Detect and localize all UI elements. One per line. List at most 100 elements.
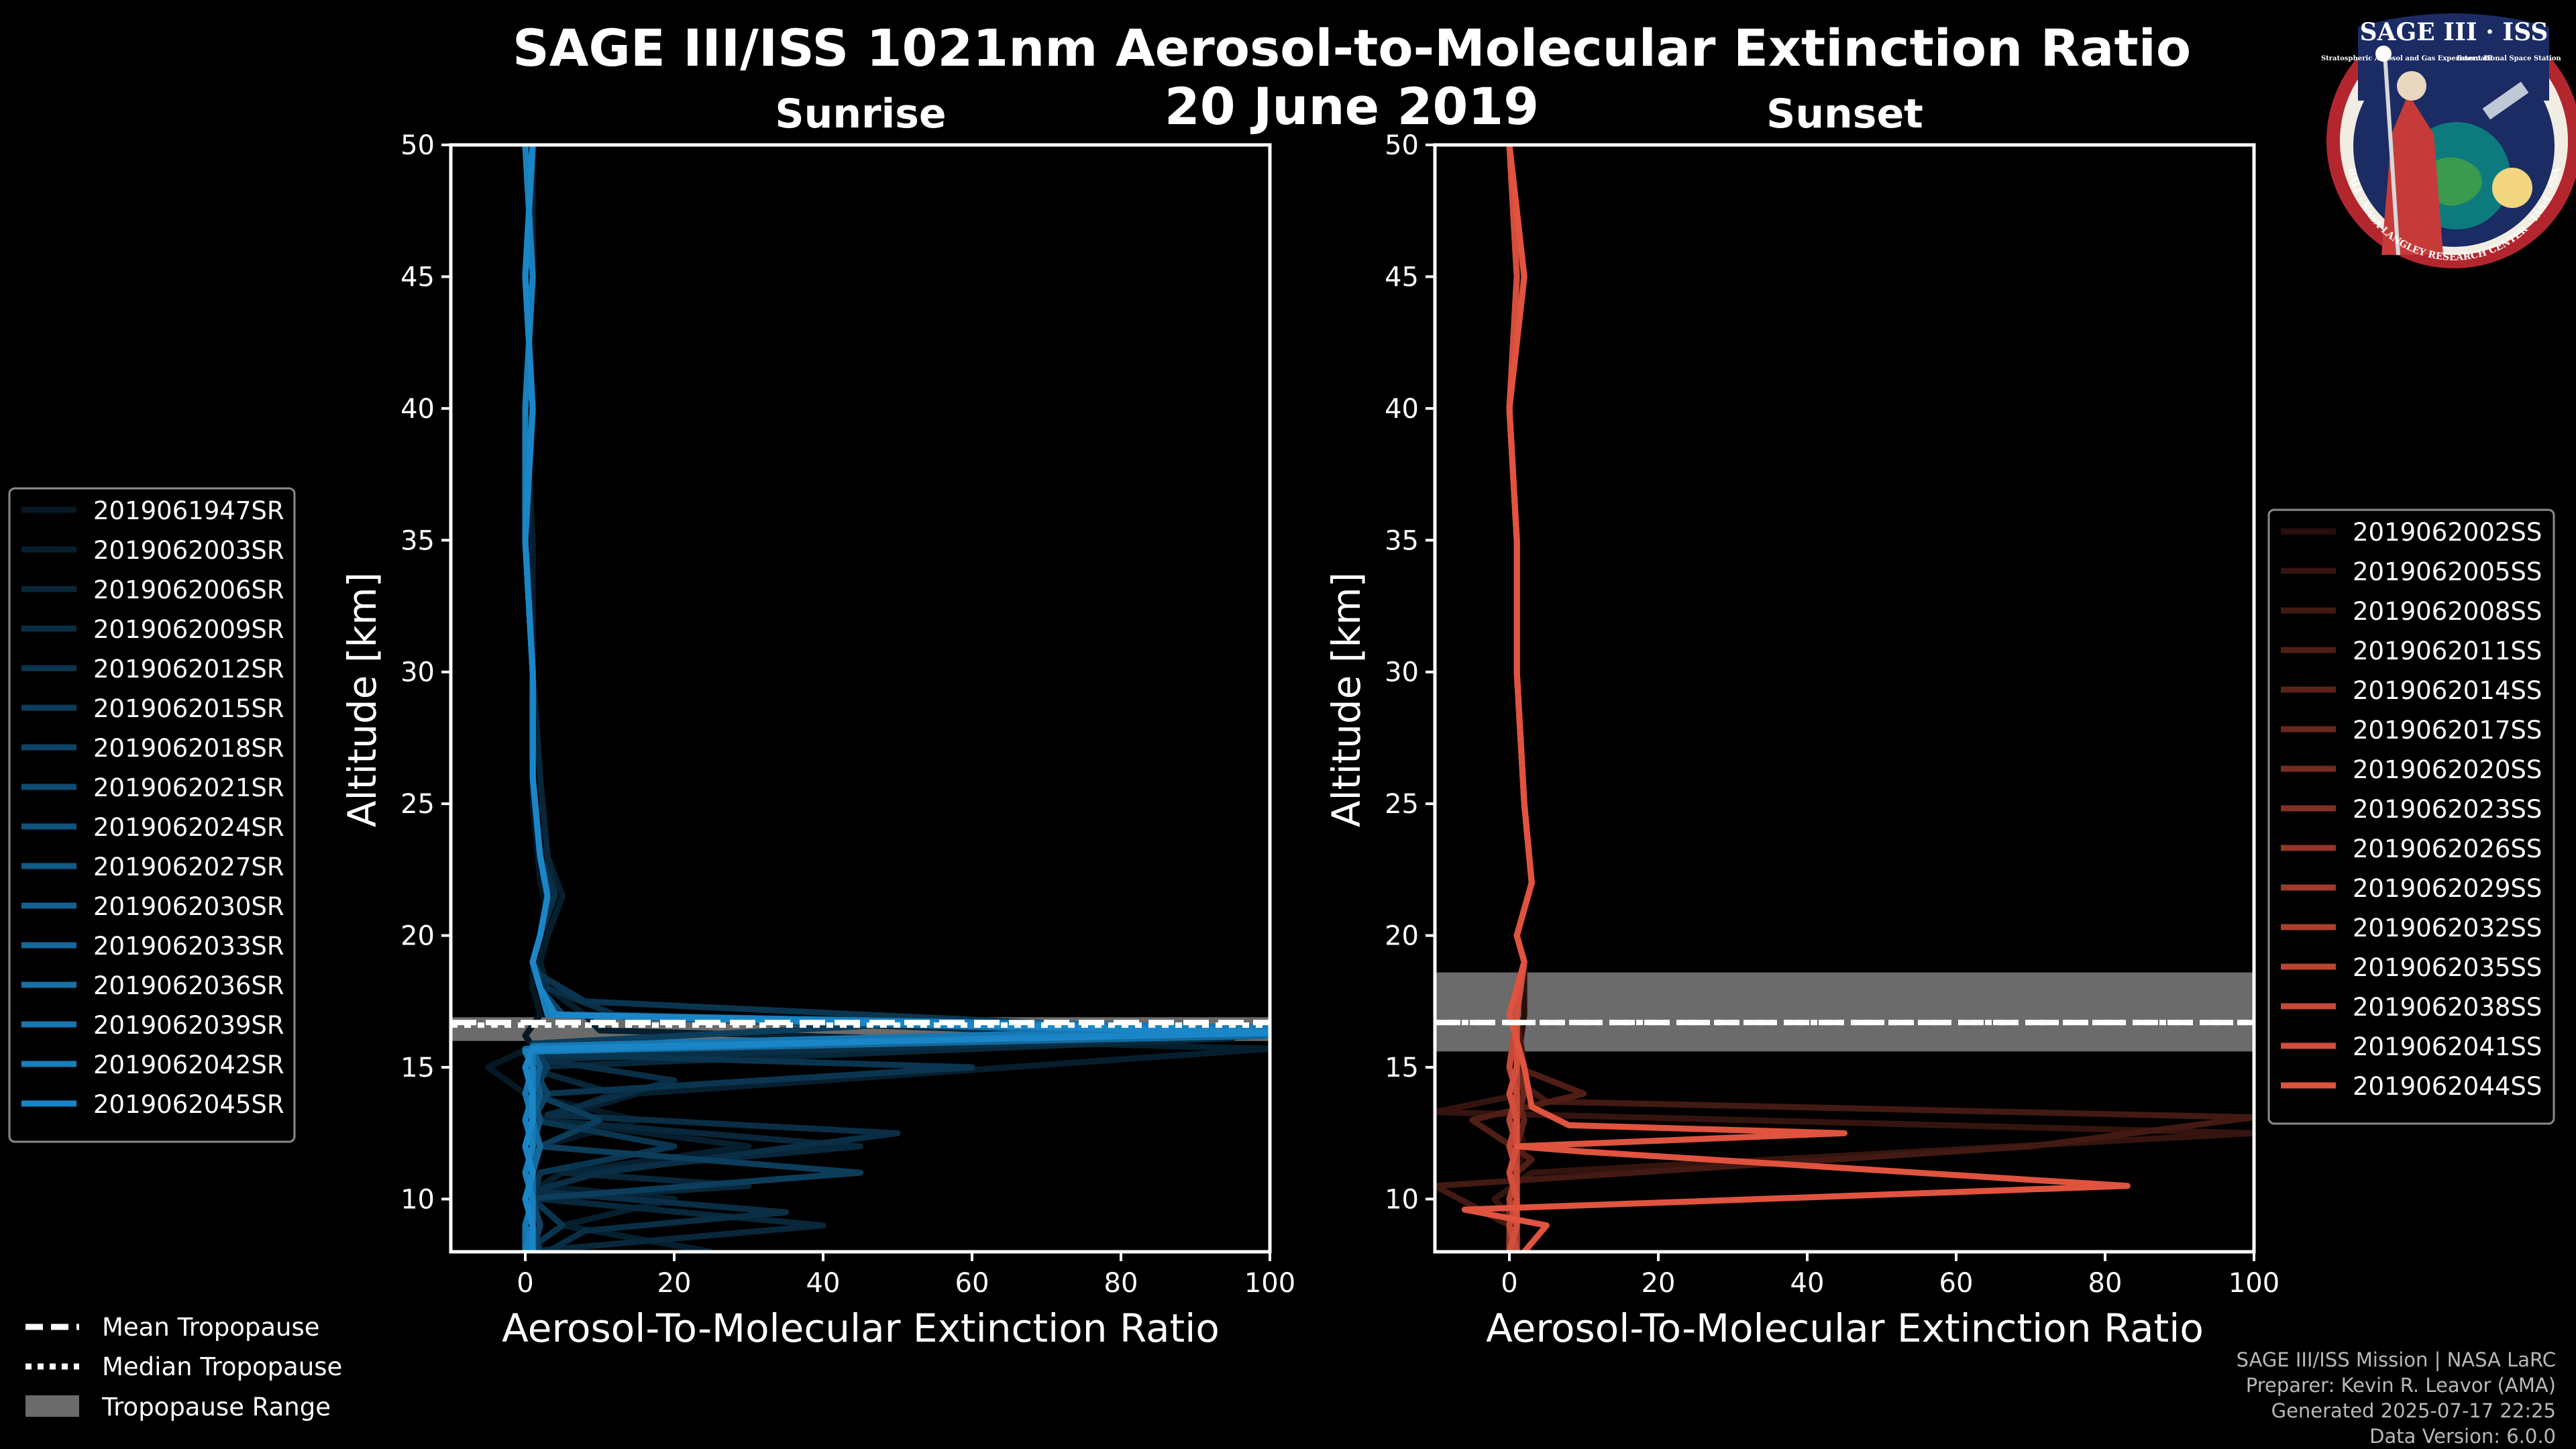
- sunset-y-tick-label: 40: [1385, 394, 1419, 425]
- sunrise-series-group: [485, 145, 1270, 1252]
- sunset-x-axis-label: Aerosol-To-Molecular Extinction Ratio: [1486, 1305, 2204, 1351]
- logo-top-left-text: Stratospheric Aerosol and Gas Experiment…: [2321, 55, 2493, 62]
- sunset-legend-label: 2019062023SS: [2353, 795, 2542, 824]
- sunset-y-tick-label: 45: [1385, 262, 1419, 292]
- median-tropopause-legend-label: Median Tropopause: [102, 1352, 342, 1381]
- sunset-y-ticks: 10 15 20 25 30 35 40 45 50: [1385, 130, 1435, 1215]
- sunrise-y-ticks: 10 15 20 25 30 35 40 45 50: [400, 130, 451, 1215]
- sunrise-legend-label: 2019062012SR: [93, 655, 284, 684]
- sunrise-legend-label: 2019062006SR: [93, 576, 284, 604]
- sunset-legend-label: 2019062002SS: [2353, 518, 2542, 547]
- sunrise-y-tick-label: 15: [400, 1053, 435, 1083]
- sunrise-x-tick-label: 40: [806, 1268, 841, 1299]
- sunset-x-tick-label: 60: [1939, 1268, 1974, 1299]
- sunrise-x-ticks: 0 20 40 60 80 100: [517, 1252, 1295, 1299]
- logo-wizard-head-icon: [2397, 71, 2426, 101]
- sunset-legend-label: 2019062035SS: [2353, 953, 2542, 982]
- sunset-x-tick-label: 40: [1790, 1268, 1825, 1299]
- sunrise-tropopause-lines: [451, 1020, 1270, 1028]
- sunrise-axes-frame: [449, 143, 1272, 1254]
- sunset-legend-label: 2019062020SS: [2353, 755, 2542, 784]
- logo-staff-orb-icon: [2375, 46, 2392, 62]
- logo-top-right-text: International Space Station: [2457, 55, 2561, 62]
- sunrise-x-tick-label: 60: [955, 1268, 989, 1299]
- sunset-x-tick-label: 100: [2229, 1268, 2279, 1299]
- sunset-y-tick-label: 20: [1385, 921, 1419, 952]
- sunset-legend-label: 2019062017SS: [2353, 716, 2542, 745]
- sunset-x-ticks: 0 20 40 60 80 100: [1501, 1252, 2279, 1299]
- sunrise-legend-label: 2019062045SR: [93, 1090, 284, 1119]
- sunset-legend-label: 2019062011SS: [2353, 637, 2542, 665]
- sunrise-legend-label: 2019061947SR: [93, 496, 284, 525]
- logo-title: SAGE III · ISS: [2360, 18, 2548, 46]
- logo-sun-icon: [2492, 168, 2532, 208]
- sunrise-legend-frame: [8, 487, 296, 1143]
- sunset-legend-label: 2019062014SS: [2353, 676, 2542, 705]
- sunset-y-tick-label: 25: [1385, 789, 1419, 820]
- sunrise-y-tick-label: 35: [400, 525, 435, 556]
- sunset-series-2019062044SS: [1461, 145, 2131, 1252]
- sunrise-y-tick-label: 40: [400, 394, 435, 425]
- sunset-x-tick-label: 80: [2088, 1268, 2123, 1299]
- sunset-legend-label: 2019062041SS: [2353, 1032, 2542, 1061]
- sage-iss-logo: SAGE III · ISS Stratospheric Aerosol and…: [2321, 13, 2576, 268]
- sunrise-x-tick-label: 0: [517, 1268, 533, 1299]
- credit-mission: SAGE III/ISS Mission | NASA LaRC: [2237, 1348, 2556, 1371]
- sunset-legend-label: 2019062026SS: [2353, 835, 2542, 863]
- sunset-x-tick-label: 20: [1642, 1268, 1676, 1299]
- sunrise-title: Sunrise: [775, 91, 946, 138]
- sunrise-legend-label: 2019062024SR: [93, 813, 284, 842]
- sunrise-y-tick-label: 45: [400, 262, 435, 292]
- figure-date: 20 June 2019: [1165, 76, 1539, 136]
- sunrise-y-axis-label: Altitude [km]: [339, 572, 385, 827]
- sunset-legend-label: 2019062044SS: [2353, 1072, 2542, 1101]
- sunrise-legend-label: 2019062033SR: [93, 932, 284, 961]
- sunset-legend-frame: [2267, 508, 2555, 1125]
- logo-iss-icon: [2482, 81, 2529, 120]
- sunset-legend-label: 2019062032SS: [2353, 914, 2542, 943]
- sunrise-legend-label: 2019062003SR: [93, 536, 284, 565]
- logo-staff-icon: [2383, 53, 2400, 256]
- sunrise-series-2019061947SR: [485, 145, 640, 1252]
- sunset-axes-frame: [1433, 143, 2256, 1254]
- sunset-legend-label: 2019062008SS: [2353, 597, 2542, 626]
- sunrise-y-tick-label: 30: [400, 657, 435, 688]
- sunrise-y-tick-label: 10: [400, 1184, 435, 1215]
- credit-preparer: Preparer: Kevin R. Leavor (AMA): [2246, 1374, 2556, 1397]
- sunset-legend-label: 2019062005SS: [2353, 557, 2542, 586]
- sunset-y-tick-label: 35: [1385, 525, 1419, 556]
- sunrise-series-2019062024SR: [522, 145, 1199, 1252]
- sunrise-legend-label: 2019062042SR: [93, 1051, 284, 1079]
- sunrise-legend-label: 2019062036SR: [93, 971, 284, 1000]
- credits-block: SAGE III/ISS Mission | NASA LaRC Prepare…: [2237, 1348, 2556, 1448]
- sunrise-legend-label: 2019062009SR: [93, 615, 284, 644]
- sunrise-x-tick-label: 20: [657, 1268, 692, 1299]
- sunrise-legend-label: 2019062015SR: [93, 694, 284, 723]
- sunset-tropopause-range: [1435, 972, 2254, 1052]
- sunset-legend: 2019062002SS 2019062005SS 2019062008SS 2019…: [2267, 508, 2555, 1125]
- sunset-y-tick-label: 50: [1385, 130, 1419, 161]
- sunrise-series-2019062045SR: [522, 145, 1270, 1252]
- sunrise-y-tick-label: 20: [400, 921, 435, 952]
- sunrise-x-tick-label: 80: [1104, 1268, 1138, 1299]
- sunrise-x-axis-label: Aerosol-To-Molecular Extinction Ratio: [502, 1305, 1220, 1351]
- sunrise-legend-label: 2019062027SR: [93, 853, 284, 881]
- sunset-y-tick-label: 30: [1385, 657, 1419, 688]
- sunrise-legend-label: 2019062039SR: [93, 1011, 284, 1040]
- tropopause-legend: Mean Tropopause Median Tropopause Tropop…: [25, 1313, 342, 1421]
- sunrise-y-tick-label: 25: [400, 789, 435, 820]
- sunrise-series-2019062003SR: [522, 145, 1270, 1252]
- mean-tropopause-legend-label: Mean Tropopause: [102, 1313, 320, 1342]
- tropopause-range-legend-label: Tropopause Range: [101, 1393, 331, 1421]
- sunrise-legend-label: 2019062018SR: [93, 734, 284, 763]
- sunrise-legend-label: 2019062021SR: [93, 773, 284, 802]
- sunset-legend-label: 2019062029SS: [2353, 874, 2542, 903]
- sunrise-y-tick-label: 50: [400, 130, 435, 161]
- figure-title: SAGE III/ISS 1021nm Aerosol-to-Molecular…: [513, 18, 2191, 78]
- sunset-panel: Sunset 0 20 40 60 80 100 10 15 20 25 30 35 40 45 50 A…: [1324, 91, 2279, 1351]
- sunset-series-group: [1435, 145, 2254, 1252]
- sunset-title: Sunset: [1766, 91, 1923, 138]
- credit-data-version: Data Version: 6.0.0: [2369, 1425, 2556, 1448]
- sunset-legend-label: 2019062038SS: [2353, 993, 2542, 1022]
